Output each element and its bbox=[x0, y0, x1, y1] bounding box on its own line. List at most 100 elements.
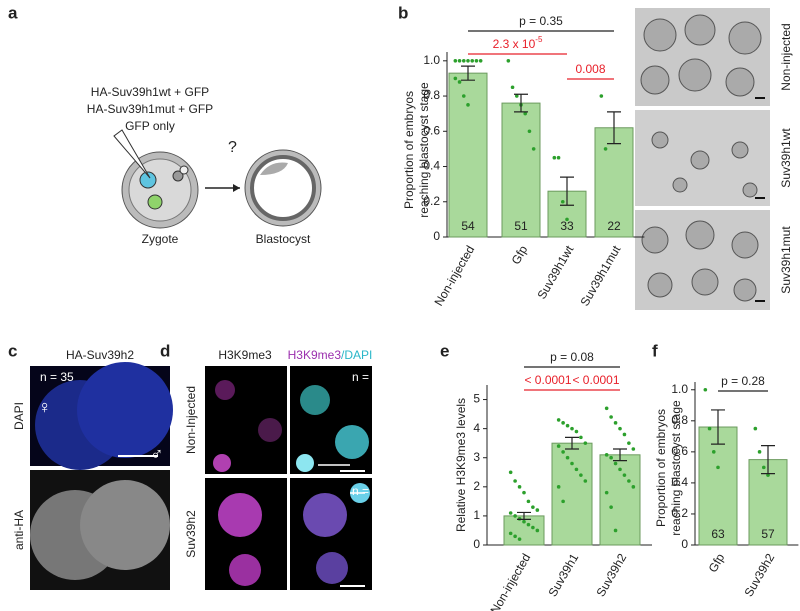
x-tick-label: Suv39h1wt bbox=[535, 243, 577, 302]
condition: HA-Suv39h1mut + GFP bbox=[87, 102, 213, 116]
data-point bbox=[613, 421, 618, 425]
y-tick-label: 0 bbox=[681, 537, 688, 551]
data-point bbox=[766, 473, 770, 477]
question-mark: ? bbox=[228, 139, 237, 156]
y-axis-label-line: Proportion of embryos bbox=[402, 91, 416, 209]
data-point bbox=[604, 406, 609, 411]
x-tick-label: Non-injected bbox=[432, 243, 478, 308]
error-bar bbox=[607, 111, 621, 145]
data-point bbox=[531, 147, 536, 151]
data-point bbox=[531, 505, 535, 509]
y-tick-label: 4 bbox=[473, 421, 480, 435]
data-point bbox=[527, 129, 532, 134]
y-axis-label: Proportion of embryosreaching blastocyst… bbox=[654, 400, 683, 536]
annotation: < 0.0001 bbox=[524, 373, 571, 387]
annotation: 0.008 bbox=[575, 62, 605, 76]
data-point bbox=[565, 217, 569, 222]
y-tick-label: 0.2 bbox=[423, 194, 440, 208]
count-label: 57 bbox=[761, 527, 775, 541]
image-label: Suv39h1wt bbox=[779, 128, 793, 188]
female-symbol: ♀ bbox=[38, 397, 52, 417]
error-bar bbox=[461, 65, 475, 81]
data-point bbox=[604, 453, 609, 457]
panel-letter: c bbox=[8, 341, 17, 360]
micrographs bbox=[635, 8, 770, 310]
data-point bbox=[526, 499, 531, 504]
data-point bbox=[508, 531, 513, 536]
data-point bbox=[613, 528, 618, 533]
data-point bbox=[531, 525, 535, 530]
annotation-text: p = 0.08 bbox=[550, 350, 594, 364]
data-point bbox=[526, 522, 531, 527]
column-label-part: /DAPI bbox=[341, 348, 372, 362]
data-point bbox=[583, 479, 588, 483]
count-label: 54 bbox=[461, 219, 475, 233]
y-axis-label-line: Proportion of embryos bbox=[654, 409, 668, 527]
data-point bbox=[707, 426, 712, 431]
y-axis-label-line: reaching blastocyst stage bbox=[669, 400, 683, 536]
data-point bbox=[513, 514, 517, 518]
panel-letter: a bbox=[8, 3, 18, 22]
data-point bbox=[466, 103, 470, 107]
data-point bbox=[506, 59, 511, 63]
data-point bbox=[523, 111, 528, 116]
micrographs bbox=[30, 362, 173, 590]
data-point bbox=[565, 455, 570, 460]
arrow-head bbox=[233, 184, 240, 192]
data-point bbox=[535, 528, 540, 533]
data-point bbox=[613, 461, 618, 466]
data-point bbox=[474, 59, 479, 63]
micrographs bbox=[205, 366, 372, 590]
condition: HA-Suv39h1wt + GFP bbox=[91, 85, 209, 99]
data-point bbox=[453, 59, 458, 63]
data-point bbox=[622, 432, 627, 437]
column-label: H3K9me3 bbox=[218, 348, 272, 362]
data-point bbox=[508, 511, 513, 515]
x-tick-label: Suv39h1mut bbox=[578, 243, 624, 309]
error-bar bbox=[711, 409, 725, 445]
data-point bbox=[631, 485, 636, 489]
data-point bbox=[513, 534, 517, 539]
data-point bbox=[453, 76, 458, 81]
y-tick-label: 1.0 bbox=[423, 53, 440, 67]
count-label: 33 bbox=[560, 219, 574, 233]
panel-letter: b bbox=[398, 3, 408, 22]
data-point bbox=[457, 59, 462, 63]
data-point bbox=[517, 537, 522, 541]
blastocyst-drawing bbox=[244, 149, 322, 227]
error-bar bbox=[565, 436, 579, 450]
data-point bbox=[583, 441, 588, 445]
data-point bbox=[603, 147, 608, 151]
data-point bbox=[470, 59, 475, 63]
data-point bbox=[522, 519, 526, 524]
annotation: < 0.0001 bbox=[572, 373, 619, 387]
image-label: Non-injected bbox=[779, 23, 793, 90]
data-point bbox=[478, 59, 483, 63]
data-point bbox=[703, 387, 708, 392]
annotation-superscript: -5 bbox=[535, 35, 543, 44]
x-tick-label: Suv39h2 bbox=[742, 551, 778, 599]
data-point bbox=[574, 467, 579, 472]
error-bar bbox=[761, 445, 775, 475]
row-label: DAPI bbox=[12, 402, 26, 430]
count-label: 63 bbox=[711, 527, 725, 541]
data-point bbox=[556, 444, 561, 448]
n-label: n = 35 bbox=[40, 370, 74, 384]
data-point bbox=[622, 473, 627, 477]
y-tick-label: 0.4 bbox=[423, 159, 440, 173]
x-tick-label: Suv39h2 bbox=[594, 551, 630, 599]
data-point bbox=[753, 426, 758, 431]
annotation-text: < 0.0001 bbox=[572, 373, 619, 387]
panel-title: HA-Suv39h2 bbox=[66, 348, 134, 362]
y-tick-label: 0.6 bbox=[423, 123, 440, 137]
data-point bbox=[457, 80, 462, 84]
row-label: Non-Injected bbox=[184, 386, 198, 454]
data-point bbox=[579, 473, 583, 477]
column-label: H3K9me3/DAPI bbox=[288, 348, 373, 362]
data-point bbox=[514, 94, 519, 98]
x-tick-label: Gfp bbox=[706, 551, 728, 575]
error-bar bbox=[560, 176, 574, 206]
data-point bbox=[570, 461, 574, 466]
zygote-label: Zygote bbox=[142, 232, 179, 246]
